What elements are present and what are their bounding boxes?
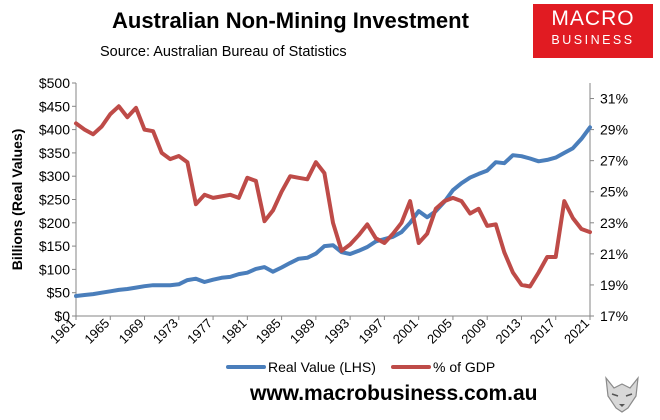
website-url[interactable]: www.macrobusiness.com.au — [250, 382, 538, 405]
macrobusiness-logo[interactable]: MACRO BUSINESS — [533, 4, 653, 58]
logo-line-1: MACRO — [551, 7, 635, 30]
y-tick-label: $400 — [39, 122, 70, 138]
x-tick-label: 1993 — [321, 316, 352, 347]
series-real-value-line — [74, 125, 592, 298]
y-tick-label: $500 — [39, 75, 70, 91]
chart-labels: $0 $50 $100 $150 $200 $250 $300 $350 $400 $450 $50… — [9, 75, 628, 347]
fox-mascot-icon — [605, 376, 639, 413]
y-tick-label: $450 — [39, 98, 70, 114]
y-tick-label: $150 — [39, 238, 70, 254]
x-tick-label: 2009 — [458, 316, 489, 347]
x-tick-label: 2001 — [390, 316, 421, 347]
y-tick-label: $250 — [39, 192, 70, 208]
x-tick-label: 2021 — [561, 316, 592, 347]
y2-tick-label: 29% — [600, 122, 628, 138]
y2-tick-label: 19% — [600, 277, 628, 293]
series-pct-gdp-line — [74, 104, 592, 289]
y2-tick-label: 23% — [600, 215, 628, 231]
chart-subtitle: Source: Australian Bureau of Statistics — [100, 44, 347, 60]
x-tick-label: 1981 — [218, 316, 249, 347]
y-tick-label: $300 — [39, 168, 70, 184]
y2-tick-label: 21% — [600, 246, 628, 262]
y2-tick-label: 31% — [600, 91, 628, 107]
y2-tick-label: 17% — [600, 308, 628, 324]
logo-line-2: BUSINESS — [551, 33, 635, 47]
y-tick-label: $100 — [39, 261, 70, 277]
y-axis-title: Billions (Real Values) — [9, 129, 25, 271]
x-tick-label: 2017 — [527, 316, 558, 347]
legend-real-value-label: Real Value (LHS) — [268, 359, 376, 375]
x-tick-label: 1985 — [253, 316, 284, 347]
x-tick-label: 1989 — [287, 316, 318, 347]
x-tick-label: 1961 — [47, 316, 78, 347]
y2-tick-label: 27% — [600, 153, 628, 169]
y-tick-label: $0 — [54, 308, 70, 324]
x-tick-label: 1997 — [355, 316, 386, 347]
x-tick-label: 1965 — [81, 316, 112, 347]
y-tick-label: $200 — [39, 215, 70, 231]
x-tick-label: 2013 — [493, 316, 524, 347]
legend-pct-gdp-label: % of GDP — [433, 359, 495, 375]
x-tick-label: 2005 — [424, 316, 455, 347]
y-tick-label: $350 — [39, 145, 70, 161]
chart-legend: Real Value (LHS) % of GDP — [226, 359, 495, 375]
x-tick-label: 1973 — [150, 316, 181, 347]
chart-series — [74, 104, 592, 298]
x-tick-label: 1969 — [116, 316, 147, 347]
x-tick-label: 1977 — [184, 316, 215, 347]
y2-tick-label: 25% — [600, 184, 628, 200]
chart-title: Australian Non-Mining Investment — [112, 8, 469, 33]
y-tick-label: $50 — [47, 285, 71, 301]
line-chart: $0 $50 $100 $150 $200 $250 $300 $350 $400 $450 $50… — [9, 75, 628, 375]
